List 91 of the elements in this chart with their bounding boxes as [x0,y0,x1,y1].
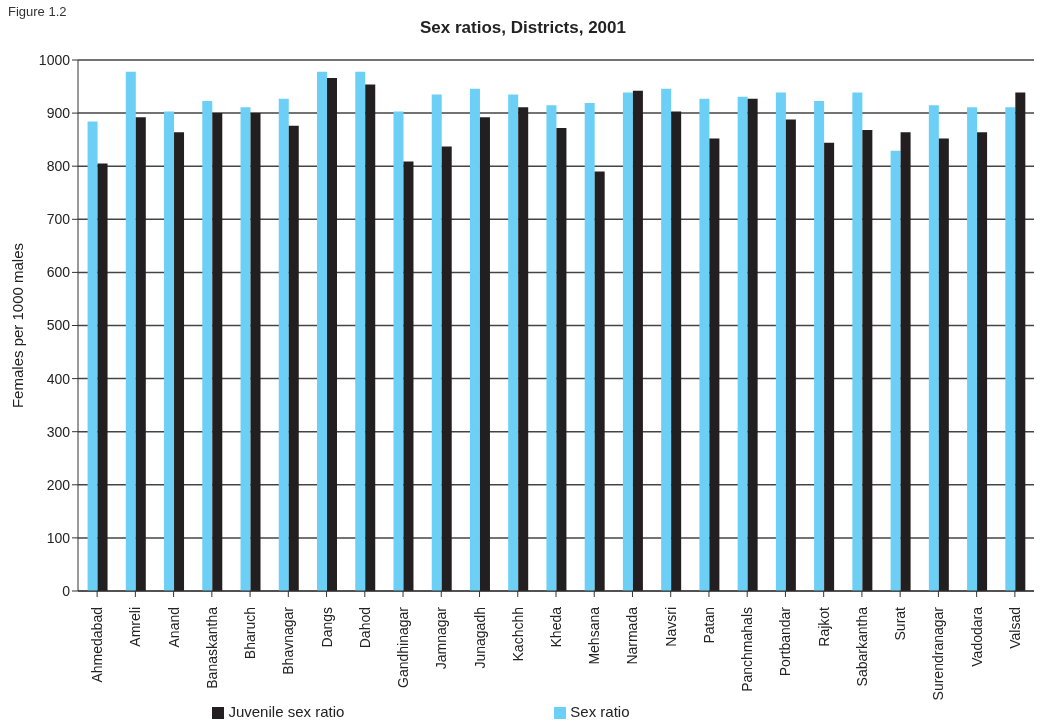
x-tick-label: Portbandar [777,606,794,677]
x-tick-label: Rajkot [815,606,832,647]
x-tick-label: Kheda [548,606,564,648]
x-tick-label: Ahmedabad [89,607,106,683]
bar [317,71,327,591]
bar [584,103,595,591]
bar [775,92,786,591]
x-tick-label: Dangs [318,607,335,648]
bar [928,105,939,591]
bar [97,163,108,591]
x-tick-label: Dahod [356,607,373,649]
x-tick-label: Gandhinagar [395,606,412,688]
bar [661,88,672,591]
bar [365,84,376,591]
bar [479,117,490,591]
bar [278,98,289,591]
x-tick-label: Banaskantha [203,606,220,689]
y-axis-title: Females per 1000 males [9,242,27,409]
bar [671,111,682,591]
legend-label: Sex ratio [570,703,630,720]
bar [164,111,175,591]
y-tick-label: 800 [46,158,71,175]
y-tick-label: 300 [46,423,71,440]
bar [202,100,213,591]
bar [212,113,223,591]
x-tick-label: Valsad [1006,607,1023,649]
chart-title: Sex ratios, Districts, 2001 [419,18,627,38]
bar [327,78,337,591]
x-tick-label: Navsri [662,607,679,647]
legend-label: Juvenile sex ratio [228,703,345,720]
x-tick-label: Jamnagar [433,606,450,670]
y-tick-label: 0 [62,582,71,599]
x-tick-label: Kachchh [509,607,526,662]
bar [403,161,414,591]
bar [1015,92,1026,591]
y-tick-label: 600 [46,264,71,281]
x-tick-label: Surat [892,606,909,641]
bar [469,88,480,591]
y-tick-label: 100 [46,529,71,546]
bar [900,132,911,591]
bar [355,71,366,591]
x-tick-label: Panchmahals [739,607,756,692]
bar [125,71,136,591]
x-tick-label: Bhavnagar [280,606,297,675]
bar [87,121,98,591]
bar [250,113,261,591]
x-tick-label: Vadodara [968,606,985,667]
bar [967,107,978,591]
x-tick-label: Sabarkantha [853,606,870,687]
caption: Figure 1.2 [8,4,67,19]
x-tick-label: Narmada [624,606,641,665]
x-tick-label: Surendranagar [930,606,947,701]
bar [852,92,863,591]
y-tick-label: 700 [46,211,71,228]
bar [622,92,633,591]
x-tick-label: Bharuch [242,607,259,660]
bar [747,98,758,591]
bar [594,171,605,591]
bar [632,90,643,591]
bar [824,142,835,591]
x-tick-label: Patan [700,607,717,644]
bar [288,125,299,591]
bar [862,130,873,591]
bar [556,127,567,591]
bar [546,105,557,591]
x-tick-label: Junagadh [471,607,488,669]
bar [938,138,949,591]
bar [699,98,710,591]
bar [890,150,901,591]
y-tick-label: 500 [46,317,71,334]
bar [393,111,404,591]
x-tick-label: Anand [165,607,182,648]
x-tick-label: Mehsana [586,606,603,665]
bar [785,119,796,591]
y-tick-label: 200 [46,476,71,493]
bar [1005,107,1016,591]
bar [814,100,825,591]
bar [135,117,146,591]
bar [240,107,251,591]
bar [709,138,720,591]
y-tick-label: 900 [46,105,71,122]
bar [737,96,748,591]
x-tick-label: Amreli [127,607,144,647]
y-tick-label: 400 [46,370,71,387]
bar [518,107,529,591]
bar [977,132,988,591]
y-tick-label: 1000 [38,51,71,68]
bar [174,132,185,591]
bar [508,94,519,591]
bar [441,146,452,591]
bar [431,94,442,591]
